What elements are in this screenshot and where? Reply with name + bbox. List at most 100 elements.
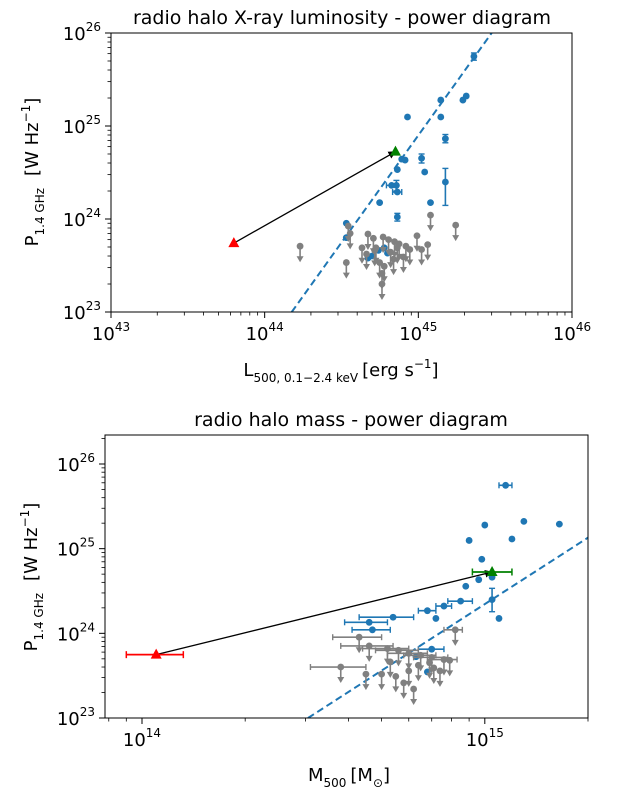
data-point [404, 113, 411, 121]
upper-limit-point [331, 633, 383, 654]
top-chart-ticks: 1043 1044 1045 1046 1023 1024 1025 1026 [63, 20, 591, 345]
data-point [520, 517, 528, 525]
data-point [417, 645, 445, 653]
upper-limit-point [426, 659, 434, 679]
data-point [418, 153, 425, 164]
upper-limit-point [390, 255, 398, 276]
y-tick-label: 1026 [63, 20, 101, 45]
top-chart-x-axis-label: L500, 0.1−2.4 keV [erg s−1] [243, 357, 438, 385]
upper-limit-point [378, 670, 386, 691]
data-point [481, 521, 489, 529]
x-tick-label: 1046 [553, 320, 591, 345]
data-point [343, 618, 389, 626]
upper-limit-point [406, 246, 414, 266]
data-point [376, 199, 384, 207]
upper-limit-point [372, 244, 380, 264]
data-point [470, 52, 478, 61]
x-tick-label: 1045 [399, 320, 437, 345]
data-point [462, 582, 470, 590]
upper-limit-point [452, 221, 460, 242]
upper-limit-point [362, 670, 370, 691]
upper-limit-point [400, 679, 408, 699]
bottom-chart-x-axis-label: M500 [M⊙] [308, 765, 390, 787]
upper-limit-point [443, 626, 464, 646]
upper-limit-point [446, 656, 454, 677]
upper-limit-point [410, 685, 418, 706]
x-tick-label: 1044 [246, 320, 284, 345]
data-point [488, 587, 496, 613]
data-point [421, 168, 429, 176]
y-tick-label: 1026 [57, 451, 95, 476]
data-point [398, 155, 406, 163]
upper-limit-point [392, 672, 400, 693]
upper-limit-point [414, 661, 422, 682]
bottom-chart-fit-line [307, 536, 588, 718]
bottom-chart-plot-area [125, 481, 588, 718]
top-chart-frame [110, 32, 573, 313]
data-point [391, 188, 403, 196]
upper-limit-point [424, 241, 432, 261]
bottom-chart-end-marker [471, 566, 513, 577]
data-point [351, 626, 391, 634]
bottom-chart-start-marker [125, 648, 185, 659]
upper-limit-point [364, 230, 372, 250]
data-point [441, 133, 449, 144]
top-chart-start-marker [228, 237, 240, 248]
top-chart: radio halo X-ray luminosity - power diag… [19, 7, 591, 385]
data-point [465, 537, 473, 544]
top-chart-fit-line [290, 33, 493, 312]
bottom-chart-frame [104, 434, 589, 719]
data-point [478, 555, 486, 563]
upper-limit-point [436, 667, 444, 687]
upper-limit-point [309, 663, 367, 684]
upper-limit-point [427, 211, 435, 232]
data-point [495, 615, 503, 622]
top-chart-marks [228, 33, 493, 312]
top-chart-end-marker [389, 145, 401, 156]
y-tick-label: 1023 [63, 299, 101, 324]
upper-limit-point [413, 232, 421, 252]
top-chart-title: radio halo X-ray luminosity - power diag… [133, 7, 551, 29]
y-tick-label: 1023 [57, 705, 95, 730]
upper-limit-point [374, 646, 420, 667]
x-tick-label: 1015 [466, 726, 504, 751]
upper-limit-point [386, 658, 394, 678]
upper-limit-point [418, 246, 426, 266]
bottom-chart-y-axis-label: P1.4 GHz[W Hz−1] [18, 503, 46, 652]
data-point [393, 212, 401, 222]
y-tick-label: 1025 [63, 113, 101, 138]
data-point [437, 113, 445, 121]
data-point [508, 535, 516, 543]
upper-limit-point [399, 253, 407, 274]
bottom-chart-ticks: 1014 1015 1023 1024 1025 1026 [57, 438, 589, 751]
upper-limit-point [296, 242, 304, 263]
x-tick-label: 1014 [123, 726, 161, 751]
data-point [437, 96, 445, 104]
bottom-chart: radio halo mass - power diagram 1014 1015… [18, 409, 589, 787]
top-chart-plot-area [228, 33, 493, 312]
data-point [435, 602, 453, 610]
data-point [432, 615, 440, 622]
top-chart-arrow [233, 151, 397, 244]
upper-limit-point [363, 250, 371, 271]
upper-limit-point [342, 259, 350, 279]
data-point [358, 613, 415, 621]
bottom-chart-marks [125, 481, 588, 718]
data-point [555, 520, 563, 528]
y-tick-label: 1024 [57, 620, 95, 645]
upper-limit-point [346, 230, 354, 250]
upper-limit-point [340, 642, 394, 662]
upper-limit-point [378, 280, 386, 301]
x-tick-label: 1043 [92, 320, 130, 345]
upper-limit-point [358, 244, 366, 264]
data-point [441, 167, 449, 207]
upper-limit-point [379, 233, 387, 254]
top-chart-y-axis-label: P1.4 GHz[W Hz−1] [19, 98, 47, 247]
y-tick-label: 1025 [57, 536, 95, 561]
data-point [459, 96, 467, 104]
y-tick-label: 1024 [63, 206, 101, 231]
upper-limit-point [393, 244, 401, 264]
data-point [447, 597, 474, 605]
bottom-chart-title: radio halo mass - power diagram [194, 409, 508, 431]
